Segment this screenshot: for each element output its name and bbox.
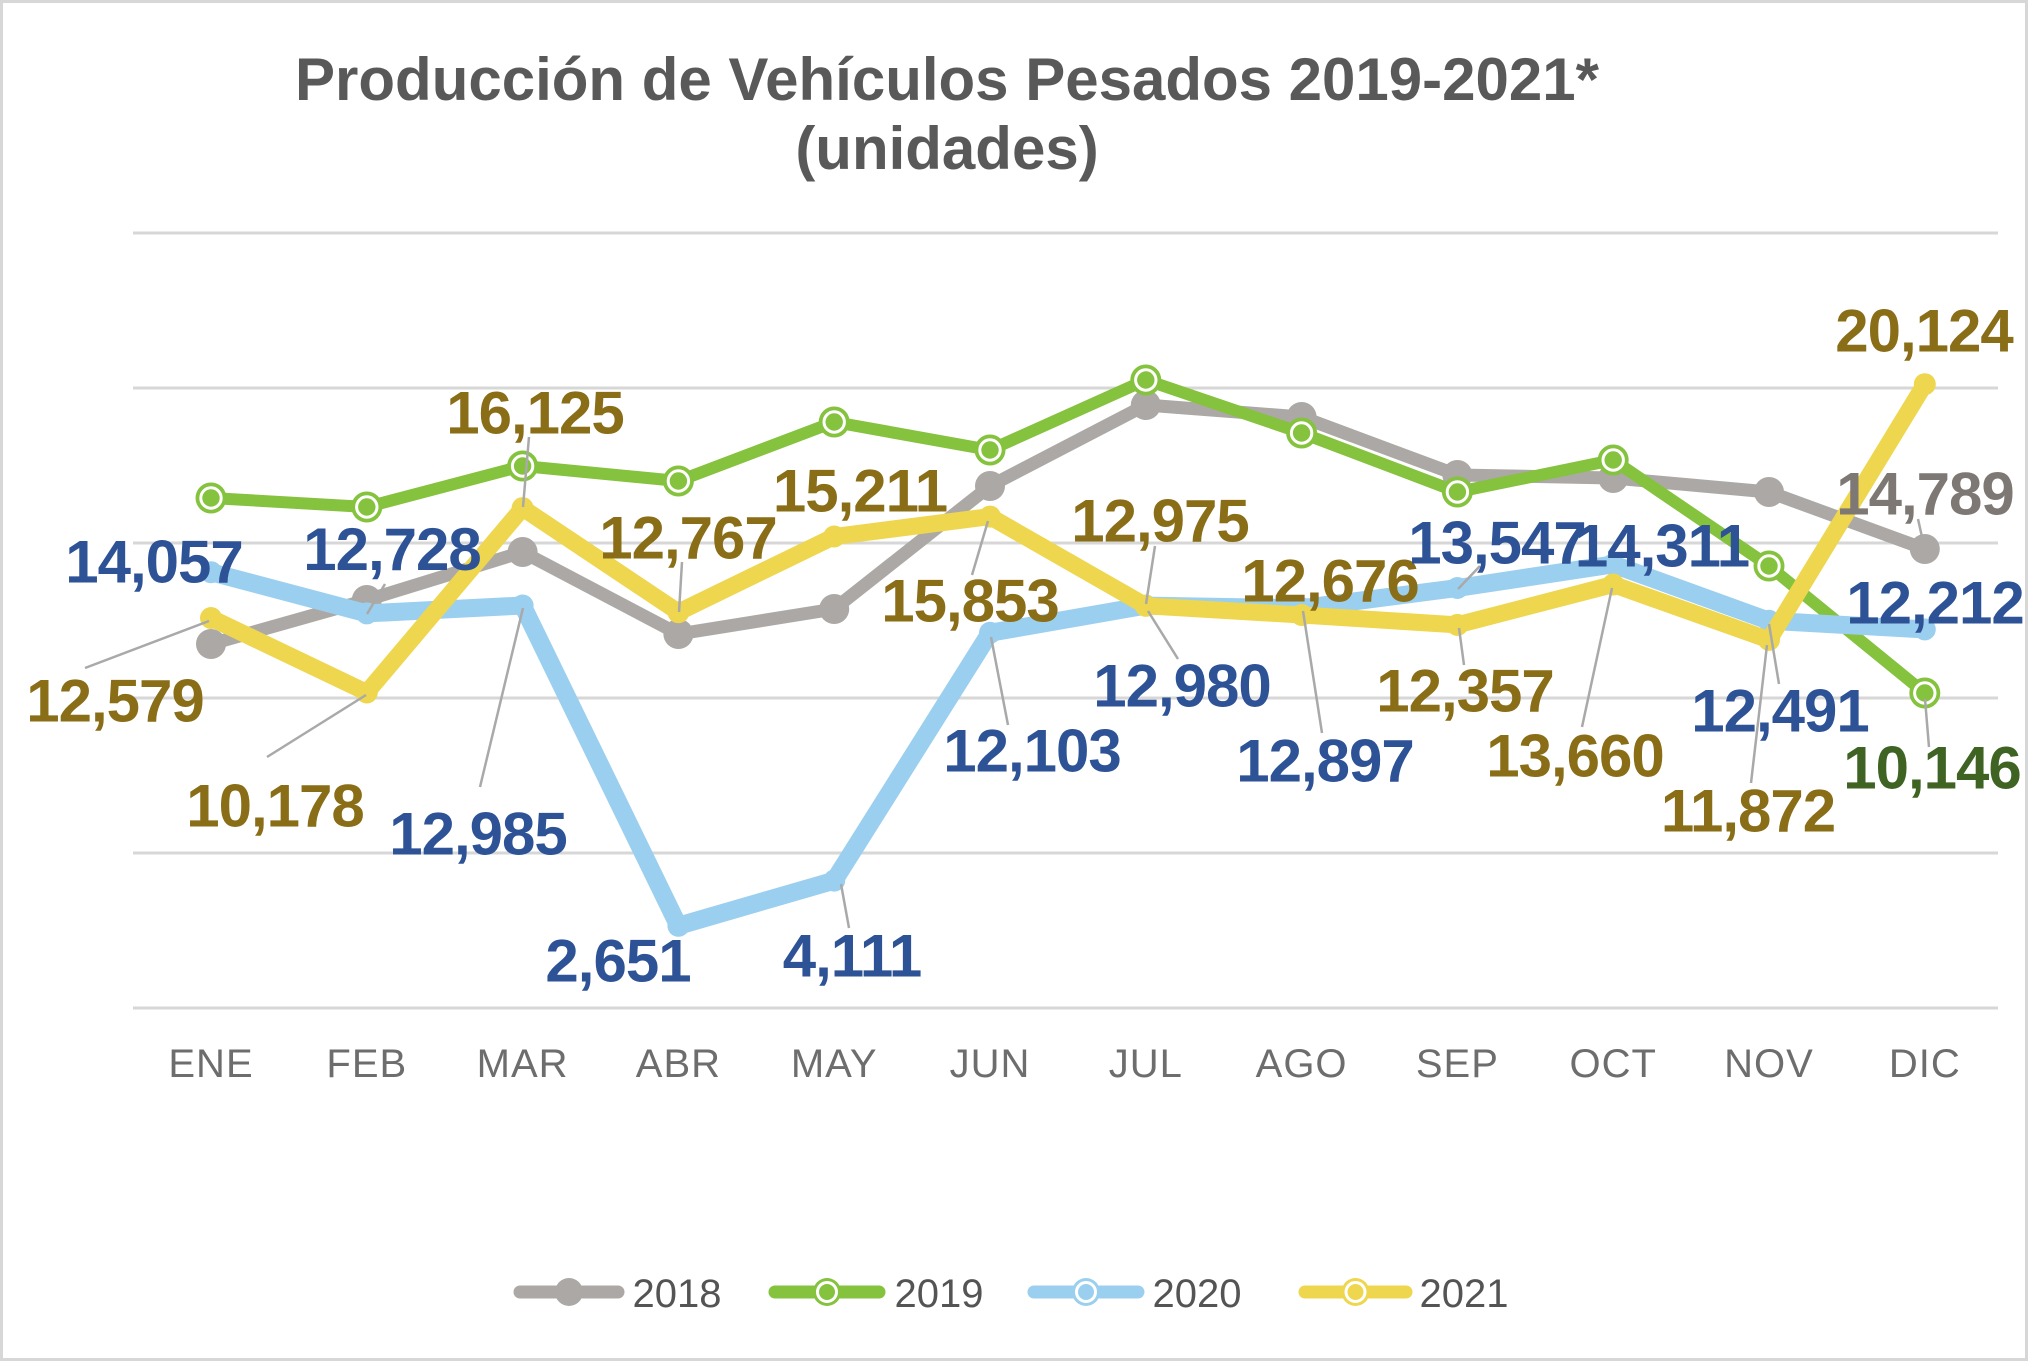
svg-text:12,212: 12,212 (1846, 570, 2024, 637)
svg-text:12,676: 12,676 (1241, 548, 1419, 615)
svg-text:(unidades): (unidades) (795, 115, 1098, 182)
svg-text:4,111: 4,111 (783, 923, 922, 990)
svg-text:13,660: 13,660 (1486, 723, 1664, 790)
svg-text:12,103: 12,103 (943, 718, 1121, 785)
svg-text:14,311: 14,311 (1575, 513, 1749, 580)
svg-text:JUN: JUN (950, 1042, 1031, 1086)
svg-text:14,057: 14,057 (65, 529, 243, 596)
svg-text:12,491: 12,491 (1691, 678, 1869, 745)
svg-text:13,547: 13,547 (1408, 510, 1586, 577)
svg-text:FEB: FEB (326, 1042, 407, 1086)
svg-text:DIC: DIC (1889, 1042, 1961, 1086)
svg-text:12,767: 12,767 (599, 505, 777, 572)
svg-text:MAR: MAR (477, 1042, 569, 1086)
svg-text:ABR: ABR (636, 1042, 721, 1086)
svg-text:2021: 2021 (1420, 1272, 1509, 1316)
svg-text:ENE: ENE (168, 1042, 253, 1086)
svg-text:16,125: 16,125 (446, 380, 624, 447)
svg-text:10,178: 10,178 (186, 773, 364, 840)
svg-text:12,897: 12,897 (1236, 728, 1414, 795)
svg-text:12,975: 12,975 (1071, 488, 1249, 555)
svg-text:AGO: AGO (1256, 1042, 1348, 1086)
svg-text:15,211: 15,211 (773, 458, 947, 525)
svg-text:OCT: OCT (1569, 1042, 1656, 1086)
svg-text:11,872: 11,872 (1661, 778, 1835, 845)
svg-text:12,728: 12,728 (303, 516, 481, 583)
svg-text:14,789: 14,789 (1836, 461, 2014, 528)
svg-text:20,124: 20,124 (1835, 298, 2014, 365)
svg-text:JUL: JUL (1109, 1042, 1183, 1086)
svg-text:12,579: 12,579 (26, 668, 204, 735)
svg-text:15,853: 15,853 (881, 568, 1059, 635)
svg-text:2018: 2018 (633, 1272, 722, 1316)
svg-text:SEP: SEP (1416, 1042, 1499, 1086)
svg-text:2019: 2019 (895, 1272, 984, 1316)
svg-text:NOV: NOV (1724, 1042, 1814, 1086)
svg-text:12,357: 12,357 (1376, 658, 1554, 725)
svg-text:MAY: MAY (791, 1042, 878, 1086)
svg-text:2020: 2020 (1153, 1272, 1242, 1316)
svg-text:2,651: 2,651 (545, 928, 690, 995)
svg-text:12,985: 12,985 (389, 801, 567, 868)
svg-text:12,980: 12,980 (1093, 653, 1271, 720)
svg-text:Producción de Vehículos Pesado: Producción de Vehículos Pesados 2019-202… (295, 46, 1600, 113)
svg-text:10,146: 10,146 (1843, 735, 2021, 802)
